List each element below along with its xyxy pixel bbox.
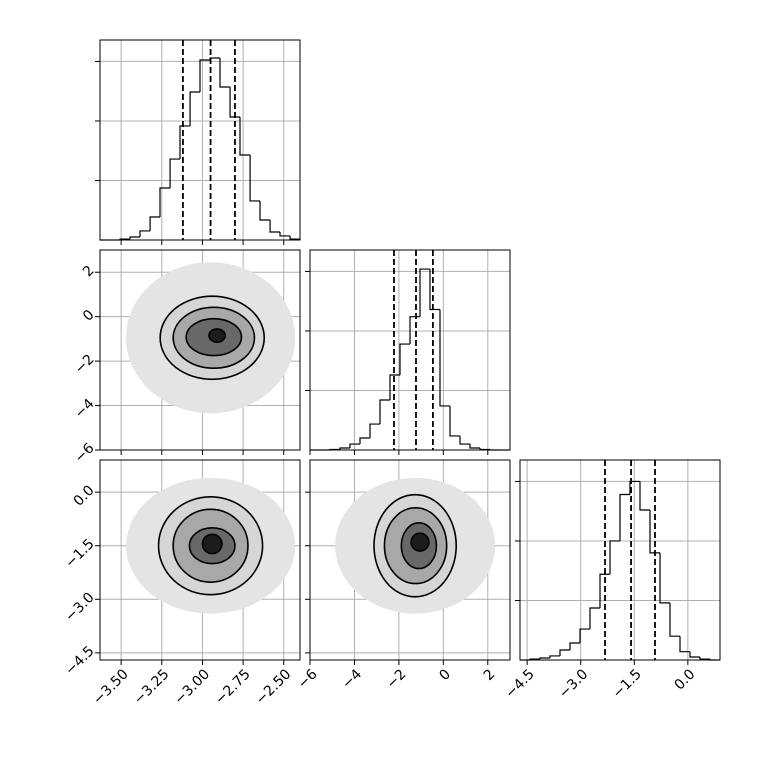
y-tick-label: −4.5 [62, 643, 97, 678]
histogram-step [580, 629, 590, 643]
histogram-step [350, 444, 360, 448]
y-tick-label: −6 [72, 440, 98, 466]
histogram-step [440, 310, 450, 406]
x-tick-label: 2 [481, 666, 499, 684]
histogram-panel [95, 40, 300, 245]
x-tick-label: −6 [295, 666, 321, 692]
density-panel: −6 −4 −2 0 2 [295, 460, 510, 692]
histogram-step [210, 58, 220, 60]
histogram-step [140, 231, 150, 237]
histogram-panel: −4.5 −3.0 −1.5 0.0 [502, 460, 720, 702]
histogram-step [470, 444, 480, 448]
histogram-step [130, 237, 140, 239]
y-tick-label: 0 [80, 307, 98, 325]
histogram-step [430, 269, 440, 309]
histogram-step [640, 481, 650, 510]
histogram-step [570, 643, 580, 650]
x-tick-label: 0.0 [671, 666, 698, 693]
histogram-step [590, 608, 600, 629]
x-tick-label: 0 [436, 666, 454, 684]
histogram-step [660, 553, 670, 603]
histogram-step [180, 126, 190, 159]
histogram-step [450, 406, 460, 436]
y-tick-label: −1.5 [62, 536, 97, 571]
x-tick-label: −4.5 [502, 666, 537, 701]
x-tick-label: −4 [339, 666, 365, 692]
histogram-step [540, 658, 550, 659]
contour [209, 329, 225, 342]
x-tick-label: −1.5 [610, 666, 645, 701]
histogram-step [220, 58, 230, 87]
histogram-step [340, 448, 350, 450]
x-tick-label: −3.25 [131, 666, 173, 708]
histogram-step [370, 424, 380, 438]
histogram-step [380, 400, 390, 424]
y-tick-label: −3.0 [62, 590, 97, 625]
histogram-step [150, 217, 160, 231]
histogram-step [480, 448, 490, 450]
x-tick-label: −3.00 [171, 666, 213, 708]
histogram-step [240, 117, 250, 155]
density-panel: −6 −4 −2 0 2 [72, 250, 300, 466]
panel-frame [520, 460, 720, 660]
histogram-step [420, 269, 430, 317]
x-tick-label: −3.50 [90, 666, 132, 708]
y-tick-label: 0.0 [71, 482, 98, 509]
histogram-step [690, 652, 700, 657]
histogram-step [200, 60, 210, 92]
density-panel: −3.50−3.25−3.00−2.75−2.50 −4.5 −3.0 −1.5 0.0 [62, 460, 300, 708]
histogram-step [460, 436, 470, 444]
histogram-step [170, 159, 180, 188]
histogram-step [560, 650, 570, 656]
x-tick-label: −3.0 [556, 666, 591, 701]
panel-frame [310, 250, 510, 450]
histogram-step [280, 232, 290, 236]
histogram-step [360, 438, 370, 444]
histogram-step [550, 656, 560, 658]
histogram-step [260, 201, 270, 220]
histogram-panel [305, 250, 510, 455]
contour [411, 533, 429, 551]
histogram-step [250, 155, 260, 201]
histogram-step [270, 220, 280, 232]
x-tick-label: −2.50 [253, 666, 295, 708]
histogram-step [410, 317, 420, 344]
x-tick-label: −2.75 [212, 666, 254, 708]
y-tick-label: −2 [72, 351, 98, 377]
histogram-step [680, 636, 690, 651]
histogram-step [400, 344, 410, 375]
x-tick-label: −2 [384, 666, 410, 692]
contour [202, 534, 222, 553]
y-tick-label: 2 [80, 263, 98, 281]
histogram-step [670, 603, 680, 636]
histogram-step [700, 657, 710, 659]
histogram-step [610, 541, 620, 574]
histogram-step [620, 495, 630, 541]
histogram-step [290, 236, 300, 240]
y-tick-label: −4 [72, 396, 98, 422]
